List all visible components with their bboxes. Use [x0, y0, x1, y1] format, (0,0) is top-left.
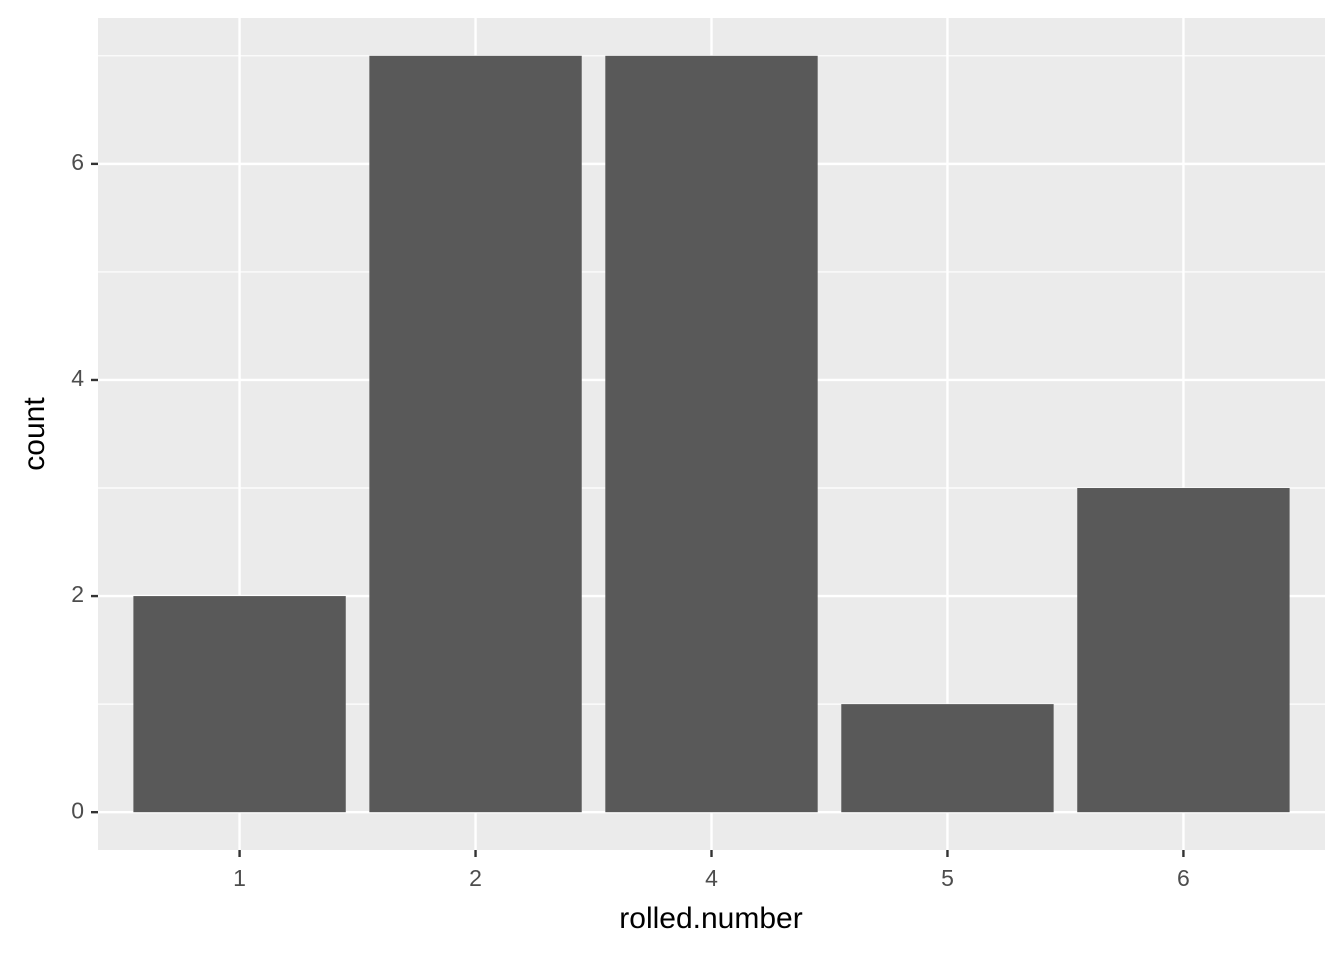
- x-tick-label: 2: [469, 865, 482, 891]
- bar: [369, 55, 582, 813]
- y-tick-label: 2: [71, 581, 84, 607]
- bar: [605, 55, 818, 813]
- bar: [1077, 488, 1290, 813]
- x-tick-label: 6: [1177, 865, 1190, 891]
- bar: [133, 596, 346, 813]
- y-axis-title: count: [18, 397, 51, 471]
- bar: [841, 704, 1054, 813]
- x-tick-label: 4: [705, 865, 718, 891]
- y-tick-label: 0: [71, 797, 84, 823]
- x-tick-label: 5: [941, 865, 954, 891]
- x-axis-title: rolled.number: [619, 902, 802, 935]
- y-tick-label: 6: [71, 149, 84, 175]
- y-tick-label: 4: [71, 365, 84, 391]
- x-tick-label: 1: [233, 865, 246, 891]
